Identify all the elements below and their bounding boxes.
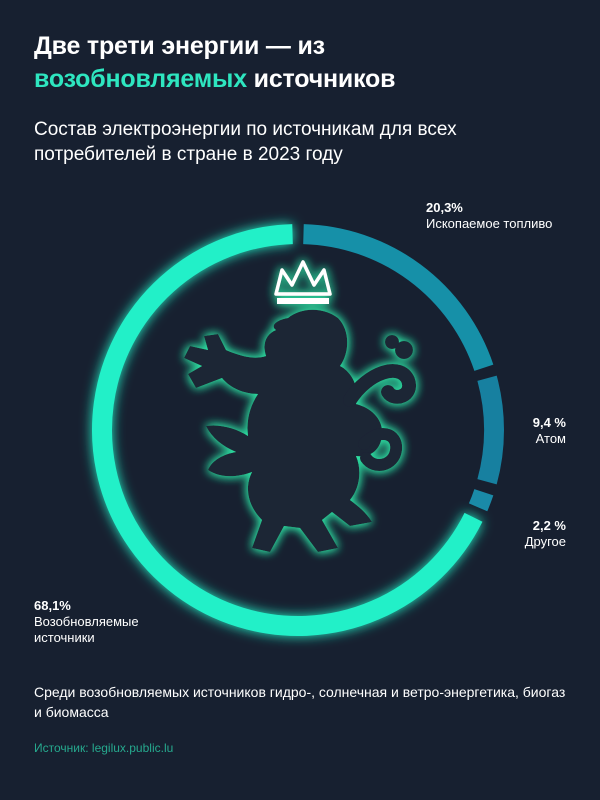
footnote: Среди возобновляемых источников гидро-, … [34,684,566,720]
label-nuclear-name: Атом [535,431,566,446]
crowned-lion-icon [184,260,416,552]
slice-nuclear [477,375,504,485]
label-other: 2,2 % Другое [480,518,566,550]
label-fossil: 20,3% Ископаемое топливо [426,200,552,232]
slice-renewable [92,224,483,636]
label-renewable-name: Возобновляемые источники [34,614,139,645]
label-other-value: 2,2 % [532,518,566,533]
label-fossil-value: 20,3% [426,200,463,215]
title-accent: возобновляемых [34,65,247,93]
slice-other [468,488,494,512]
title-part2: источников [253,65,396,93]
title-part1: Две трети энергии — из [34,32,325,60]
label-nuclear: 9,4 % Атом [480,415,566,447]
label-nuclear-value: 9,4 % [532,415,566,430]
label-fossil-name: Ископаемое топливо [426,216,553,231]
label-other-name: Другое [524,534,566,549]
page-title: Две трети энергии — из возобновляемых ис… [34,30,574,96]
label-renewable-value: 68,1% [34,598,71,613]
chart-subtitle: Состав электроэнергии по источникам для … [34,119,457,165]
source-link: Источник: legilux.public.lu [34,741,174,755]
donut-slices [92,224,504,636]
slice-fossil [303,224,494,371]
label-renewable: 68,1% Возобновляемые источники [34,598,184,646]
